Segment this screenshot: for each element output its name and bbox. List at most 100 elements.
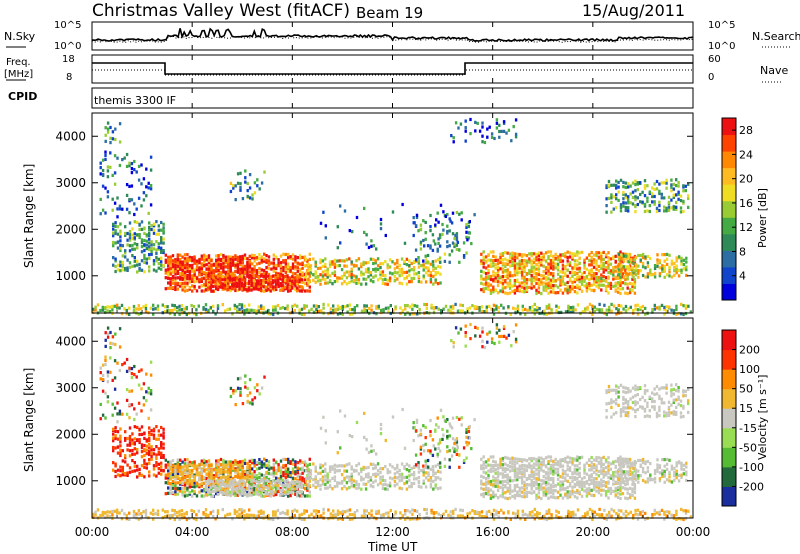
power-cell (535, 288, 538, 292)
velocity-cell (264, 478, 268, 482)
power-cell (634, 195, 637, 199)
power-cell (494, 276, 497, 280)
velocity-cell (436, 476, 440, 480)
power-cell (592, 282, 596, 286)
power-cell (255, 269, 259, 273)
velocity-cell (112, 432, 115, 436)
velocity-cell (504, 496, 507, 500)
power-cell (620, 267, 623, 271)
power-cell (263, 289, 266, 293)
velocity-cell (506, 481, 509, 485)
velocity-cell (205, 463, 208, 467)
power-cell (492, 287, 495, 291)
velocity-cell (250, 479, 253, 483)
power-cell (524, 307, 527, 311)
velocity-cell (167, 478, 170, 482)
velocity-cell (537, 482, 541, 487)
velocity-cell (532, 462, 536, 466)
power-cell (262, 283, 265, 287)
velocity-cell (501, 456, 505, 461)
power-cell (525, 281, 529, 285)
power-cell (281, 283, 284, 287)
power-cell (136, 263, 139, 267)
power-cell (386, 263, 389, 267)
velocity-cell (145, 399, 148, 403)
power-cell (592, 288, 596, 292)
power-cell (588, 263, 591, 267)
power-cell (624, 193, 627, 197)
power-cell (540, 280, 543, 284)
power-cell (150, 224, 153, 228)
velocity-cell (367, 475, 370, 479)
velocity-cell (328, 465, 332, 469)
power-cell (308, 285, 311, 289)
velocity-cell (259, 479, 263, 483)
power-cell (152, 222, 156, 226)
velocity-cell (181, 473, 184, 477)
power-cell (564, 255, 567, 259)
velocity-cell (484, 460, 488, 464)
power-cell (434, 223, 437, 227)
power-cell (274, 276, 277, 280)
power-cell (291, 271, 295, 275)
power-cell (248, 266, 251, 270)
velocity-cell (429, 479, 433, 483)
power-cell (126, 238, 129, 242)
power-cell (455, 243, 459, 247)
power-cell (559, 282, 562, 286)
velocity-cell (263, 462, 266, 466)
power-cell (586, 305, 589, 309)
velocity-cell (379, 471, 382, 475)
velocity-cell (293, 481, 296, 485)
power-cell (369, 278, 373, 282)
power-cell (164, 310, 167, 314)
power-cell (555, 309, 558, 313)
power-cell (188, 272, 191, 276)
power-cell (619, 205, 623, 209)
velocity-cell (345, 487, 349, 491)
power-cell (660, 181, 663, 185)
noise-search-trace (91, 35, 694, 43)
cpid-panel: CPID themis 3300 IF (8, 87, 694, 109)
velocity-cell (388, 484, 392, 488)
power-cell (248, 303, 251, 307)
velocity-cell (388, 481, 392, 485)
power-cell (152, 262, 156, 266)
power-cell (356, 304, 359, 308)
power-cell (212, 271, 216, 275)
velocity-cell (504, 455, 507, 460)
power-cell (99, 197, 102, 201)
power-cell (317, 305, 320, 309)
power-cell (653, 182, 656, 186)
velocity-cell (114, 436, 117, 441)
power-cell (415, 213, 419, 217)
power-cell (639, 253, 642, 258)
power-cell (576, 286, 579, 290)
velocity-cell (128, 403, 131, 407)
power-cell (279, 261, 283, 265)
velocity-cell (205, 472, 208, 476)
power-cell (508, 271, 512, 275)
velocity-cell (176, 475, 180, 479)
velocity-cell (362, 477, 365, 481)
power-cell (119, 248, 122, 253)
velocity-cell (112, 449, 115, 453)
velocity-cell (326, 475, 329, 479)
power-cell (152, 312, 155, 316)
velocity-cell (191, 474, 194, 478)
power-cell (104, 150, 107, 154)
power-cell (247, 282, 251, 286)
power-cell (444, 304, 448, 308)
velocity-cell (176, 461, 179, 465)
power-cell (271, 287, 275, 291)
velocity-cell (424, 485, 428, 489)
power-cell (272, 263, 275, 267)
power-cell (357, 277, 361, 282)
power-cell (140, 227, 144, 231)
power-cell (627, 195, 630, 199)
power-cell (396, 258, 399, 262)
power-cell (179, 284, 182, 288)
power-cell (394, 305, 397, 309)
colorbar-segment (722, 283, 736, 301)
power-cell (274, 308, 277, 312)
